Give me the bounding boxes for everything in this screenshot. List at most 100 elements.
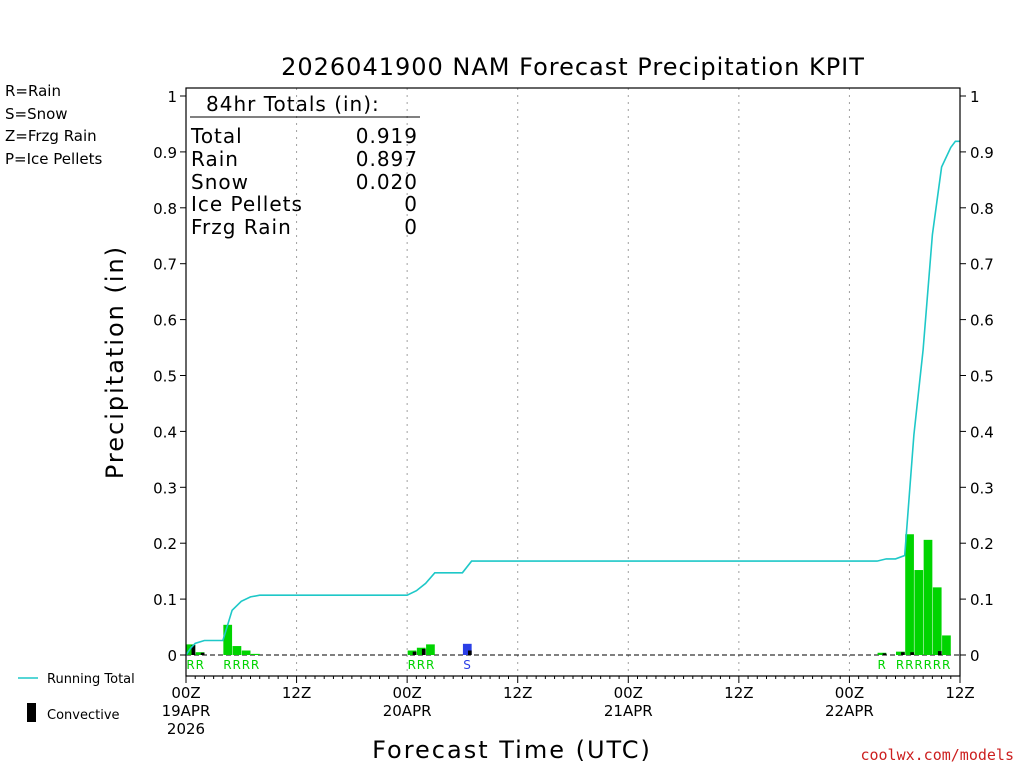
y-tick-label-left: 0.8 [153, 200, 177, 218]
running-total-legend-label: Running Total [47, 672, 135, 687]
y-tick-label-right: 0 [970, 647, 980, 665]
convective-bar [910, 652, 914, 655]
precip-bar [232, 646, 242, 655]
precip-bar [251, 653, 260, 655]
x-tick-label: 21APR [604, 702, 653, 720]
ptype-letter: R [196, 658, 204, 672]
x-tick-label: 00Z [835, 684, 864, 702]
ptype-legend: R=Rain S=Snow Z=Frzg Rain P=Ice Pellets [5, 82, 102, 168]
x-tick-label: 12Z [282, 684, 311, 702]
y-tick-label-left: 0.1 [153, 591, 177, 609]
x-tick-label: 12Z [503, 684, 532, 702]
precip-bars [186, 534, 951, 655]
convective-bar [412, 651, 417, 655]
y-tick-label-left: 1 [167, 88, 177, 106]
grid-lines [186, 88, 960, 676]
y-axis-label: Precipitation (in) [101, 245, 129, 479]
precip-bar [942, 635, 951, 655]
legend-ice-pellets: P=Ice Pellets [5, 150, 102, 168]
y-tick-label-right: 0.6 [970, 312, 994, 330]
x-tick-label: 12Z [945, 684, 974, 702]
x-tick-label: 22APR [825, 702, 874, 720]
series-legend: Running Total Convective [18, 672, 135, 723]
ptype-letter: R [408, 658, 416, 672]
precip-bar [195, 652, 205, 655]
totals-label-frzg-rain: Frzg Rain [191, 215, 292, 239]
x-axis-label: Forecast Time (UTC) [372, 736, 652, 764]
ptype-letter: R [426, 658, 434, 672]
convective-bar [191, 644, 196, 655]
y-tick-label-left: 0.6 [153, 312, 177, 330]
y-tick-label-left: 0.7 [153, 256, 177, 274]
x-tick-label: 12Z [724, 684, 753, 702]
precip-bar [462, 643, 472, 655]
totals-value-rain: 0.897 [356, 147, 418, 171]
convective-legend-label: Convective [47, 708, 120, 723]
y-tick-label-right: 0.2 [970, 535, 994, 553]
legend-frzg-rain: Z=Frzg Rain [5, 127, 97, 145]
credit-text: coolwx.com/models [860, 746, 1014, 764]
x-tick-label: 00Z [392, 684, 421, 702]
legend-rain: R=Rain [5, 82, 61, 100]
totals-value-total: 0.919 [356, 124, 418, 148]
totals-label-ice-pellets: Ice Pellets [191, 192, 303, 216]
y-tick-label-right: 0.5 [970, 368, 994, 386]
totals-label-snow: Snow [191, 170, 249, 194]
ptype-letter: R [914, 658, 922, 672]
totals-box: 84hr Totals (in): Total 0.919 Rain 0.897… [190, 92, 420, 239]
legend-snow: S=Snow [5, 105, 68, 123]
y-tick-label-right: 0.7 [970, 256, 994, 274]
ptype-letter: R [924, 658, 932, 672]
running-total-polyline [185, 140, 960, 656]
axes: 0 00.1 0.10.2 0.20.3 0.30.4 0.40.5 0.50.6 0.60.… [153, 87, 994, 738]
x-tick-label: 20APR [383, 702, 432, 720]
ptype-letter: R [896, 658, 904, 672]
running-total-line [185, 140, 960, 656]
precip-bar [186, 644, 196, 655]
precip-bar [923, 539, 933, 655]
precip-bar [914, 570, 924, 655]
precip-bar [223, 624, 233, 655]
ptype-letter: R [233, 658, 241, 672]
ptype-letter: R [223, 658, 231, 672]
convective-bar [421, 648, 426, 655]
precip-bar [877, 652, 887, 655]
y-tick-label-left: 0.3 [153, 479, 177, 497]
ptype-letter: R [242, 658, 250, 672]
ptype-letter: R [933, 658, 941, 672]
convective-bar [901, 652, 905, 655]
ptype-letter: R [942, 658, 950, 672]
precip-bar [426, 644, 435, 655]
convective-bar [937, 651, 942, 655]
y-tick-label-left: 0.5 [153, 368, 177, 386]
y-tick-label-left: 0 [167, 647, 177, 665]
totals-value-frzg-rain: 0 [404, 215, 418, 239]
totals-label-rain: Rain [191, 147, 239, 171]
y-tick-label-left: 0.4 [153, 423, 177, 441]
ptype-letter: R [186, 658, 194, 672]
ptype-letter: R [417, 658, 425, 672]
y-tick-label-right: 1 [970, 88, 980, 106]
totals-header: 84hr Totals (in): [206, 92, 380, 116]
y-tick-label-right: 0.1 [970, 591, 994, 609]
y-tick-label-left: 0.2 [153, 535, 177, 553]
plot-frame [185, 87, 961, 677]
convective-bar [467, 650, 472, 655]
x-tick-label: 19APR [162, 702, 211, 720]
convective-bar [200, 652, 205, 655]
precip-bar [407, 650, 417, 655]
totals-label-total: Total [190, 124, 243, 148]
precip-bar [932, 587, 942, 655]
precip-bar [416, 647, 426, 655]
y-tick-label-right: 0.4 [970, 423, 994, 441]
x-tick-label: 2026 [167, 720, 205, 738]
totals-value-ice-pellets: 0 [404, 192, 418, 216]
precip-bar [241, 650, 251, 655]
ptype-letter: R [905, 658, 913, 672]
precip-bar [905, 534, 914, 655]
ptype-letter: R [878, 658, 886, 672]
y-tick-label-right: 0.9 [970, 144, 994, 162]
x-tick-label: 00Z [171, 684, 200, 702]
